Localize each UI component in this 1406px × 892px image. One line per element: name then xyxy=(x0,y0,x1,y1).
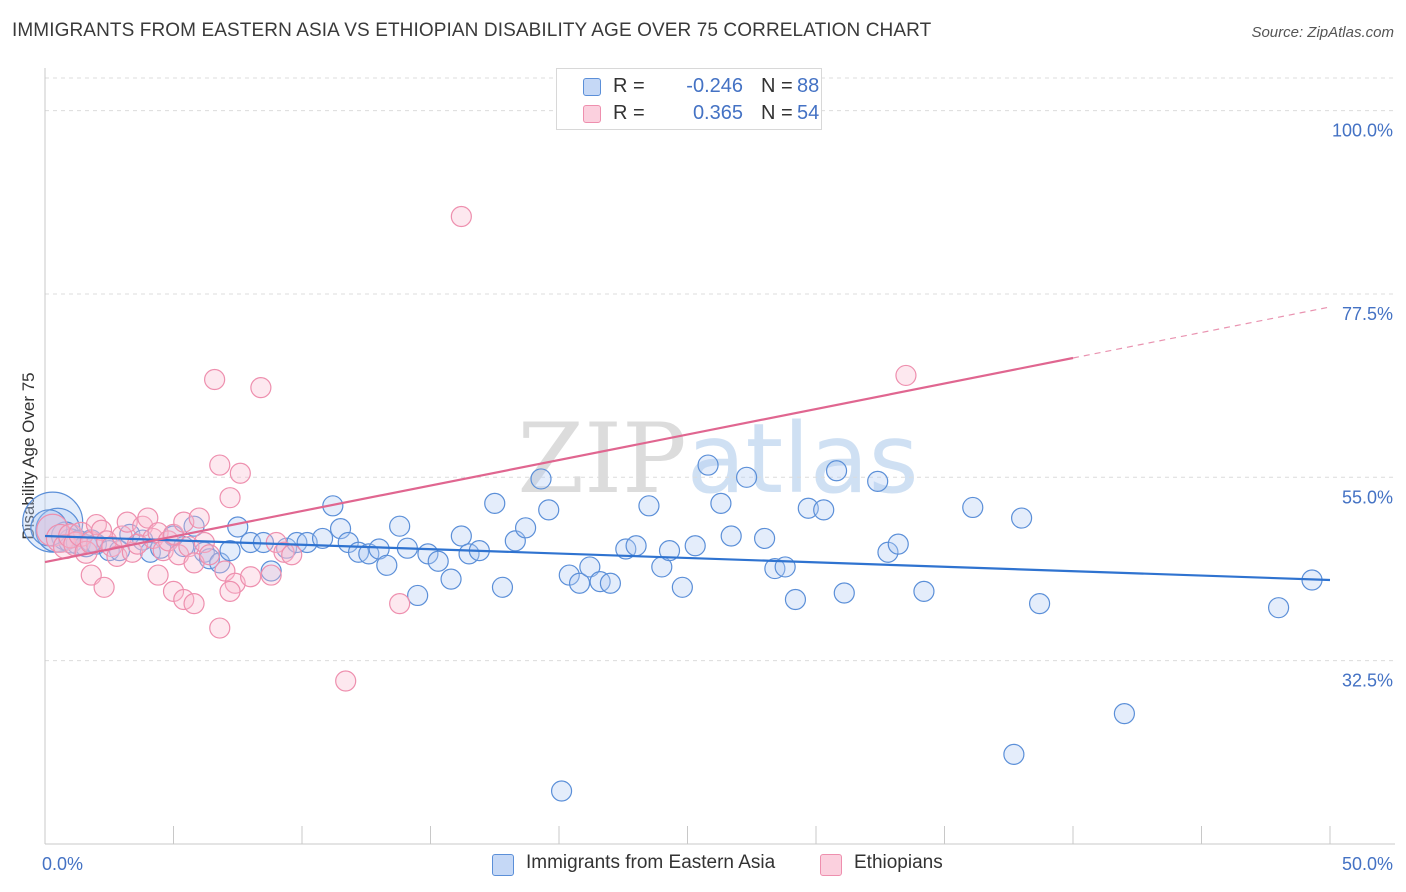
y-tick-label: 32.5% xyxy=(1342,671,1393,691)
data-point xyxy=(797,497,819,519)
data-point xyxy=(229,462,251,484)
data-point xyxy=(514,517,537,539)
data-point xyxy=(250,377,272,399)
data-point xyxy=(137,507,159,529)
trend-line xyxy=(44,534,1331,582)
trend-line xyxy=(44,356,1074,564)
legend-n-value: 88 xyxy=(797,75,820,97)
data-point xyxy=(93,576,115,598)
data-point xyxy=(440,568,462,590)
x-tick-label: 50.0% xyxy=(1342,854,1393,874)
data-point xyxy=(579,556,601,578)
data-point xyxy=(1113,703,1136,725)
legend-n-label: N = xyxy=(761,102,793,124)
data-point xyxy=(736,466,758,488)
data-point xyxy=(658,540,681,562)
data-point xyxy=(867,470,889,492)
data-point xyxy=(684,535,706,557)
series-ethiopians xyxy=(36,205,917,692)
data-point xyxy=(209,454,231,476)
legend-n-value: 54 xyxy=(797,102,820,124)
data-point xyxy=(36,513,70,547)
data-point xyxy=(599,572,622,594)
legend-r-value: -0.246 xyxy=(686,75,743,97)
series-legend: Immigrants from Eastern Asia Ethiopians xyxy=(0,852,1406,878)
data-point xyxy=(625,535,647,557)
legend-label-eastern-asia: Immigrants from Eastern Asia xyxy=(526,852,776,873)
data-point xyxy=(1267,597,1290,619)
legend-r-label: R = xyxy=(613,75,645,97)
data-point xyxy=(219,540,241,562)
data-point xyxy=(753,527,776,550)
data-point xyxy=(710,492,732,514)
data-point xyxy=(530,468,552,490)
data-point xyxy=(219,487,241,509)
data-point xyxy=(697,454,719,476)
data-point xyxy=(962,496,984,519)
y-tick-label: 55.0% xyxy=(1342,487,1393,507)
data-point xyxy=(335,670,357,692)
data-point xyxy=(188,507,210,529)
data-point xyxy=(376,554,398,576)
data-point xyxy=(491,576,514,598)
data-point xyxy=(484,492,506,514)
data-point xyxy=(638,495,660,517)
legend-swatch-ethiopians xyxy=(820,854,842,876)
data-point xyxy=(538,499,560,521)
data-point xyxy=(358,543,380,565)
data-point xyxy=(720,525,742,547)
data-point xyxy=(80,564,102,586)
data-point xyxy=(825,460,848,482)
data-point xyxy=(1028,593,1051,615)
legend-n-label: N = xyxy=(761,75,793,97)
trend-line-extension xyxy=(1072,306,1331,359)
y-tick-label: 100.0% xyxy=(1332,121,1393,141)
data-point xyxy=(183,593,205,615)
y-tick-label: 77.5% xyxy=(1342,304,1393,324)
data-point xyxy=(260,564,282,586)
data-point xyxy=(895,364,917,387)
x-tick-label: 0.0% xyxy=(42,854,83,874)
data-point xyxy=(671,576,693,598)
data-point xyxy=(784,588,807,611)
data-point xyxy=(90,519,113,541)
legend-r-value: 0.365 xyxy=(692,102,743,124)
data-point xyxy=(209,617,231,639)
data-point xyxy=(389,515,411,537)
data-point xyxy=(204,368,226,391)
watermark: ZIPatlas xyxy=(517,403,918,515)
data-point xyxy=(273,541,295,563)
legend-swatch-eastern-asia xyxy=(492,854,514,876)
data-point xyxy=(311,527,334,550)
chart-title: IMMIGRANTS FROM EASTERN ASIA VS ETHIOPIA… xyxy=(12,20,932,41)
legend-r-label: R = xyxy=(613,102,645,124)
data-point xyxy=(281,544,303,566)
source-label: Source: ZipAtlas.com xyxy=(1251,24,1394,41)
data-point xyxy=(407,584,429,607)
data-point xyxy=(568,572,591,594)
data-point xyxy=(813,499,835,521)
data-point xyxy=(913,580,935,602)
data-point xyxy=(774,556,796,578)
data-point xyxy=(887,533,909,555)
data-point xyxy=(389,593,411,615)
data-point xyxy=(450,205,472,228)
data-point xyxy=(833,582,855,604)
stats-legend: R = -0.246 N = 88 R = 0.365 N = 54 xyxy=(556,68,822,130)
y-axis-label: Disability Age Over 75 xyxy=(19,372,38,539)
legend-label-ethiopians: Ethiopians xyxy=(854,852,943,873)
data-point xyxy=(1010,507,1033,529)
data-point xyxy=(240,566,262,588)
legend-swatch-ethiopians xyxy=(583,105,601,123)
data-point xyxy=(1003,743,1025,765)
data-point xyxy=(427,550,449,572)
data-point xyxy=(147,564,169,586)
data-point xyxy=(550,780,573,802)
data-point xyxy=(329,518,352,540)
data-point xyxy=(198,544,221,566)
data-point xyxy=(219,580,241,602)
legend-swatch-eastern-asia xyxy=(583,78,601,96)
data-point xyxy=(450,525,472,547)
